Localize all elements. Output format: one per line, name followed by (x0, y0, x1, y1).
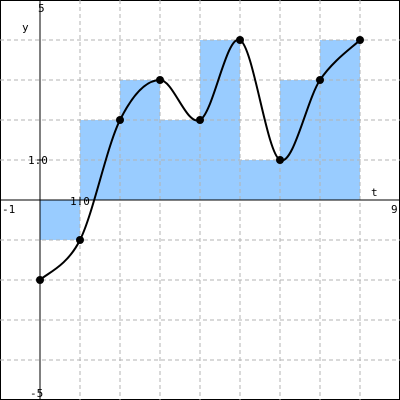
curve-line (39, 38, 361, 281)
data-point-6 (236, 36, 244, 44)
bar-1 (40, 200, 80, 240)
data-point-9 (356, 36, 364, 44)
bar-6 (240, 160, 280, 200)
x-tick-max: 9 (391, 203, 398, 216)
y-tick-max: 5 (38, 2, 45, 15)
data-point-7 (276, 156, 284, 164)
y-unit-label: 1.0 (28, 154, 48, 167)
data-point-2 (76, 236, 84, 244)
data-point-3 (116, 116, 124, 124)
x-tick-min: -1 (2, 203, 15, 216)
data-point-8 (316, 76, 324, 84)
x-axis-label: t (371, 186, 378, 199)
data-point-5 (196, 116, 204, 124)
curve-points (36, 36, 364, 284)
bar-4 (160, 120, 200, 200)
x-unit-label: 1.0 (70, 195, 90, 208)
bar-7 (280, 80, 320, 200)
data-point-1 (36, 276, 44, 284)
data-point-4 (156, 76, 164, 84)
y-tick-min: -5 (30, 387, 43, 400)
bar-3 (120, 80, 160, 200)
bars (40, 40, 360, 240)
y-axis-label: y (22, 21, 29, 34)
